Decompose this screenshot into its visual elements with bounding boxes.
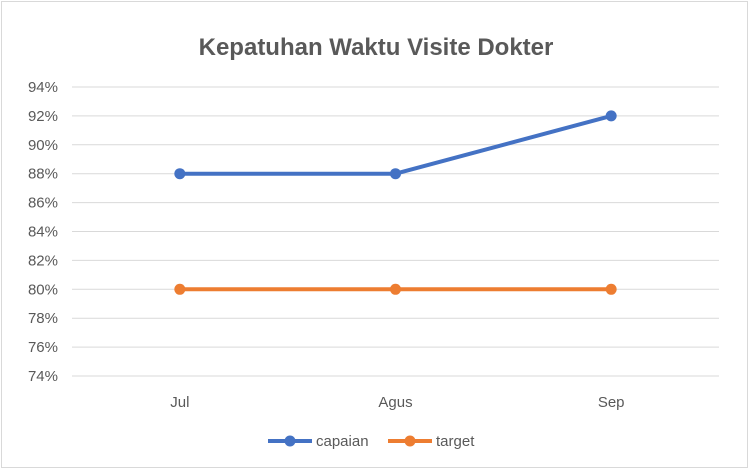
x-tick-label: Sep	[598, 394, 625, 411]
series-capaian	[174, 110, 617, 180]
legend-item-target: target	[388, 433, 475, 450]
data-point	[390, 283, 401, 295]
y-tick-label: 82%	[28, 252, 58, 269]
y-tick-label: 92%	[28, 108, 58, 125]
legend-item-capaian: capaian	[268, 433, 369, 450]
y-tick-label: 80%	[28, 281, 58, 298]
y-tick-label: 88%	[28, 166, 58, 183]
data-point	[605, 110, 617, 122]
series-lines	[174, 110, 617, 295]
y-tick-label: 78%	[28, 310, 58, 327]
legend-label: capaian	[316, 433, 369, 450]
data-point	[605, 283, 617, 295]
y-tick-label: 76%	[28, 339, 58, 356]
legend: capaian target	[268, 433, 475, 450]
gridlines	[72, 86, 719, 377]
y-tick-label: 90%	[28, 137, 58, 154]
legend-label: target	[436, 433, 475, 450]
series-target	[174, 283, 617, 295]
y-tick-label: 74%	[28, 368, 58, 385]
data-point	[390, 168, 401, 180]
data-point	[174, 283, 186, 295]
chart-title: Kepatuhan Waktu Visite Dokter	[199, 34, 554, 61]
x-axis-ticks: Jul Agus Sep	[170, 394, 624, 411]
data-point	[174, 168, 186, 180]
legend-swatch-marker	[284, 435, 296, 447]
y-axis-ticks: 74% 76% 78% 80% 82% 84% 86% 88% 90% 92% 94%	[28, 79, 58, 385]
y-tick-label: 86%	[28, 195, 58, 212]
y-tick-label: 84%	[28, 224, 58, 241]
legend-swatch-marker	[404, 435, 416, 447]
y-tick-label: 94%	[28, 79, 58, 96]
x-tick-label: Jul	[170, 394, 189, 411]
x-tick-label: Agus	[378, 394, 412, 411]
